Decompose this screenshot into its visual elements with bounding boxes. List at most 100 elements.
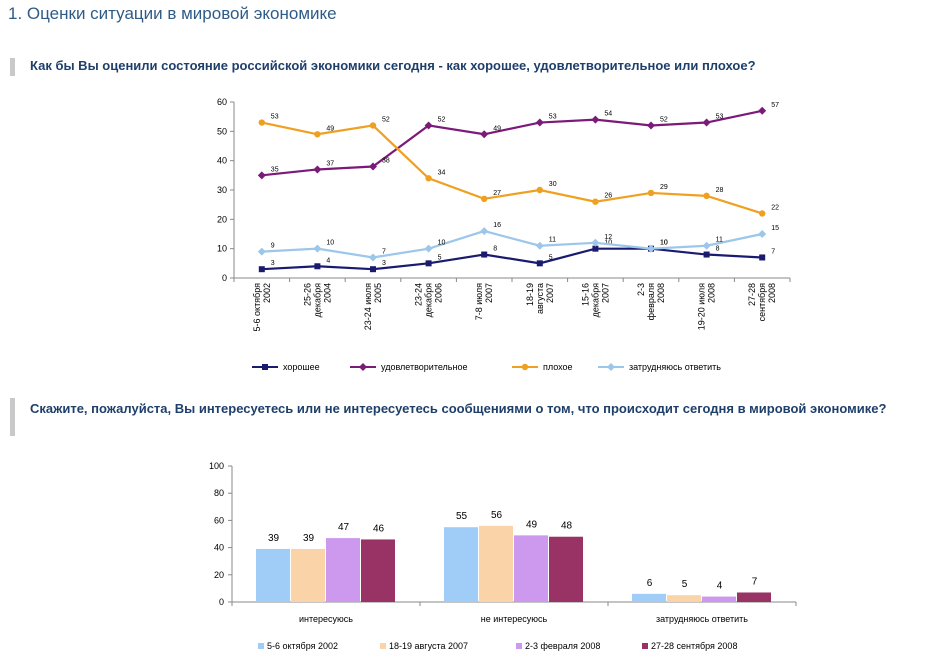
bar-value-label: 5 — [682, 579, 688, 590]
bar — [702, 596, 736, 602]
x-tick-label: августа — [535, 283, 545, 314]
y-tick-label: 0 — [219, 597, 224, 607]
data-point — [592, 245, 599, 252]
x-tick-label: 2007 — [545, 283, 555, 303]
x-tick-label-group: 25-26 декабря 2004 — [302, 283, 332, 317]
x-tick-label: 23-24 июля — [363, 283, 373, 330]
bar — [444, 527, 478, 602]
bar — [361, 539, 395, 602]
legend-label: хорошее — [283, 362, 320, 372]
data-label: 54 — [604, 111, 612, 118]
x-tick-label: декабря — [424, 283, 434, 317]
data-label: 29 — [660, 184, 668, 191]
x-tick-label: 25-26 — [302, 283, 312, 306]
legend-label: 18-19 августа 2007 — [389, 641, 468, 651]
data-point — [758, 230, 767, 238]
y-tick-label: 80 — [214, 488, 224, 498]
legend-marker — [607, 363, 615, 371]
bar-value-label: 6 — [647, 578, 653, 589]
y-tick-label: 40 — [217, 156, 227, 166]
data-point — [592, 198, 599, 205]
data-label: 8 — [716, 246, 720, 253]
data-label: 5 — [549, 254, 553, 261]
data-point — [480, 130, 489, 139]
data-label: 12 — [604, 234, 612, 241]
data-point — [702, 241, 711, 250]
bar-value-label: 4 — [717, 581, 723, 592]
y-tick-label: 20 — [214, 570, 224, 580]
y-tick-label: 60 — [217, 97, 227, 107]
data-label: 8 — [493, 246, 497, 253]
x-tick-label: декабря — [312, 283, 322, 317]
bar-value-label: 46 — [373, 523, 385, 534]
data-label: 26 — [604, 193, 612, 200]
data-label: 22 — [771, 204, 779, 211]
bar-value-label: 49 — [526, 519, 538, 530]
bar-value-label: 48 — [561, 521, 573, 532]
data-point — [425, 175, 432, 182]
legend-marker — [262, 364, 268, 370]
bar-value-label: 7 — [752, 576, 758, 587]
y-tick-label: 50 — [217, 126, 227, 136]
series-line — [261, 229, 763, 259]
data-point — [591, 115, 600, 124]
question-marker — [10, 58, 15, 76]
x-category-label: интересуюсь — [299, 614, 353, 624]
data-label: 5 — [438, 254, 442, 261]
x-tick-label-group: 19-20 июля 2008 — [697, 283, 717, 330]
data-point — [425, 260, 432, 267]
data-label: 7 — [382, 248, 386, 255]
data-label: 9 — [271, 243, 275, 250]
data-point — [257, 247, 266, 256]
data-point — [313, 165, 322, 174]
data-label: 16 — [493, 222, 501, 229]
x-tick-label: 19-20 июля — [697, 283, 707, 330]
question-2-text: Скажите, пожалуйста, Вы интересуетесь ил… — [30, 401, 887, 416]
data-point — [258, 119, 265, 126]
x-tick-label: 7-8 июля — [474, 283, 484, 320]
x-tick-label: 27-28 — [747, 283, 757, 306]
legend-label: 5-6 октября 2002 — [267, 641, 338, 651]
legend-swatch — [258, 643, 264, 649]
data-point — [424, 121, 433, 130]
data-label: 53 — [549, 114, 557, 121]
data-point — [536, 186, 543, 194]
x-tick-label: 2005 — [373, 283, 383, 303]
y-tick-label: 30 — [217, 185, 227, 195]
page-title: 1. Оценки ситуации в мировой экономике — [8, 4, 337, 23]
y-tick-label: 100 — [209, 461, 224, 471]
bar — [514, 535, 548, 602]
data-label: 53 — [271, 114, 279, 121]
series-line — [261, 109, 763, 177]
x-tick-label: 23-24 — [414, 283, 424, 306]
x-tick-label: сентября — [757, 283, 767, 322]
series-line — [261, 247, 763, 271]
bar-value-label: 47 — [338, 522, 350, 533]
legend-marker — [521, 363, 529, 371]
legend-swatch — [380, 643, 386, 649]
bar-value-label: 39 — [303, 533, 315, 544]
bar — [667, 595, 701, 602]
data-label: 35 — [271, 166, 279, 173]
x-tick-label-group: 23-24 июля 2005 — [363, 283, 383, 330]
legend-swatch — [642, 643, 648, 649]
legend-label: 2-3 февраля 2008 — [525, 641, 600, 651]
data-point — [369, 122, 377, 129]
bar — [632, 593, 666, 602]
data-label: 10 — [326, 240, 334, 247]
x-tick-label-group: 27-28 сентября 2008 — [747, 283, 777, 322]
data-point — [481, 195, 488, 202]
x-tick-label: 2-3 — [636, 283, 646, 296]
data-label: 53 — [716, 114, 724, 121]
x-tick-label: 2002 — [262, 283, 272, 303]
data-label: 3 — [382, 260, 386, 267]
x-tick-label: 2006 — [434, 283, 444, 303]
bar-value-label: 39 — [268, 533, 280, 544]
bar — [737, 592, 771, 602]
data-label: 10 — [438, 240, 446, 247]
data-point — [480, 227, 489, 236]
x-category-label: не интересуюсь — [481, 614, 548, 624]
data-point — [369, 253, 377, 262]
bar-value-label: 55 — [456, 511, 468, 522]
data-label: 34 — [438, 169, 446, 176]
